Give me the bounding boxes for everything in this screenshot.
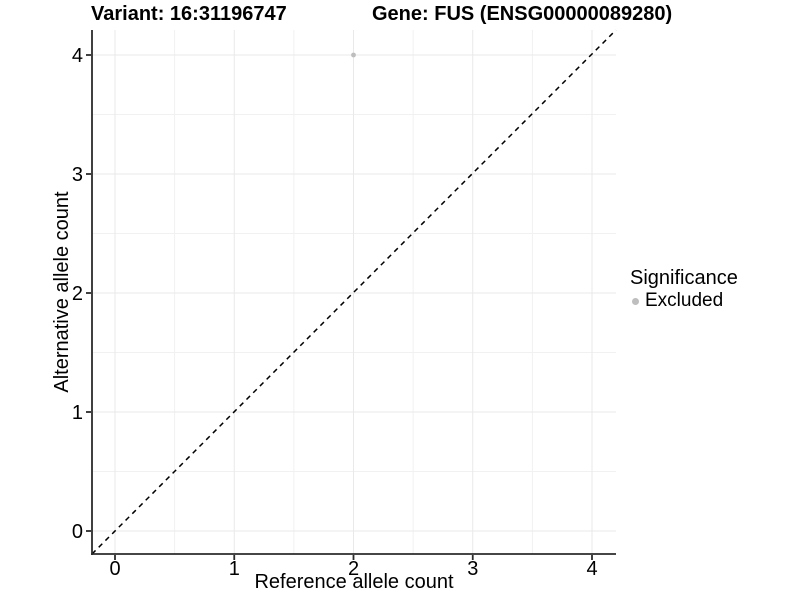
legend-entry-label: Excluded — [645, 290, 724, 311]
y-axis-title: Alternative allele count — [51, 191, 73, 393]
y-tick-label: 4 — [72, 45, 83, 67]
x-tick-label: 4 — [586, 558, 597, 580]
legend-entry: Excluded — [630, 291, 738, 311]
legend-title: Significance — [630, 267, 738, 289]
y-tick-label: 1 — [72, 402, 83, 424]
x-tick-label: 0 — [109, 558, 120, 580]
legend-entries: Excluded — [630, 291, 738, 311]
x-axis-title: Reference allele count — [254, 571, 454, 593]
plot-title-variant: Variant: 16:31196747 — [91, 3, 287, 25]
legend-point-icon — [632, 298, 639, 305]
y-tick-label: 2 — [72, 283, 83, 305]
x-tick-label: 2 — [348, 558, 359, 580]
x-tick-label: 3 — [467, 558, 478, 580]
y-tick-label: 0 — [72, 521, 83, 543]
identity-dashed-line — [91, 29, 617, 555]
plot-title-gene: Gene: FUS (ENSG00000089280) — [372, 3, 673, 25]
y-tick-label: 3 — [72, 164, 83, 186]
data-point — [351, 52, 356, 58]
legend: Significance Excluded — [630, 267, 738, 311]
x-tick-label: 1 — [229, 558, 240, 580]
